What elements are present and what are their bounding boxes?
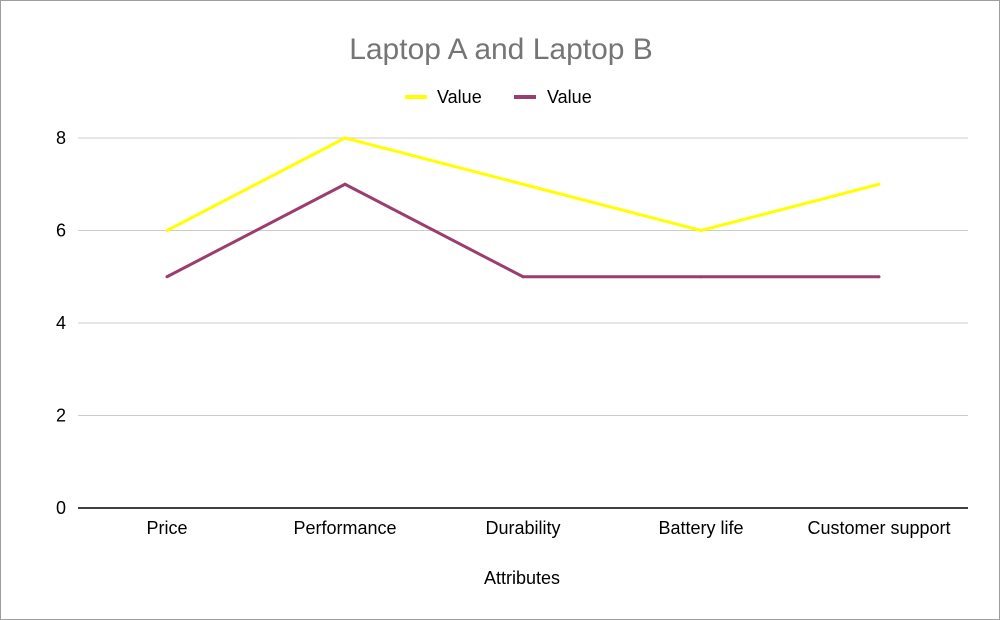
data-point xyxy=(343,136,347,140)
y-axis-ticks: 0 2 4 6 8 xyxy=(56,128,66,518)
x-axis-label: Attributes xyxy=(484,568,560,588)
y-tick-label: 6 xyxy=(56,221,66,241)
legend: Value Value xyxy=(405,87,592,107)
x-tick-label: Battery life xyxy=(658,518,743,538)
x-axis-categories: Price Performance Durability Battery life Cu… xyxy=(146,518,950,538)
x-tick-label: Price xyxy=(146,518,187,538)
legend-label-laptop-b: Value xyxy=(547,87,592,107)
data-point xyxy=(699,275,703,279)
data-point xyxy=(521,275,525,279)
data-point xyxy=(343,182,347,186)
data-point xyxy=(877,182,881,186)
x-tick-label: Performance xyxy=(293,518,396,538)
gridlines xyxy=(78,137,968,509)
y-tick-label: 0 xyxy=(56,498,66,518)
chart-title: Laptop A and Laptop B xyxy=(349,33,653,66)
x-tick-label: Durability xyxy=(485,518,560,538)
y-tick-label: 2 xyxy=(56,406,66,426)
data-point xyxy=(699,229,703,232)
data-point xyxy=(521,182,525,186)
series-layer xyxy=(165,136,881,279)
legend-label-laptop-a: Value xyxy=(437,87,482,107)
data-point xyxy=(165,229,169,232)
y-tick-label: 4 xyxy=(56,313,66,333)
x-tick-label: Customer support xyxy=(807,518,950,538)
data-point xyxy=(877,275,881,279)
data-point xyxy=(165,275,169,279)
y-tick-label: 8 xyxy=(56,128,66,148)
